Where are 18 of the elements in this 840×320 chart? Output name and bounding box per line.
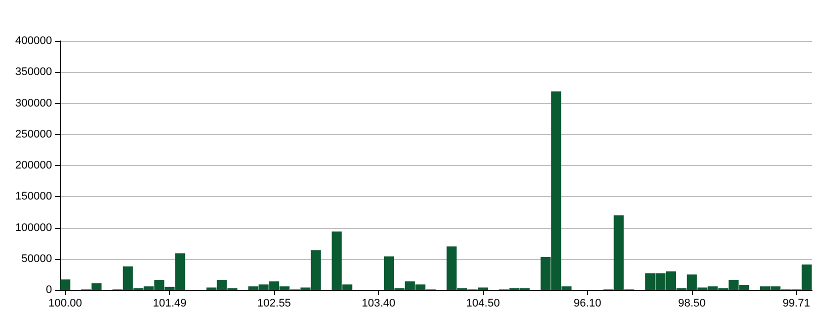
y-tick-label: 100000	[15, 222, 52, 234]
x-tick-label: 96.10	[574, 298, 602, 310]
x-tick-label: 104.50	[466, 298, 500, 310]
y-tick-label: 400000	[15, 35, 52, 47]
x-tick-label: 103.40	[362, 298, 396, 310]
y-tick-label: 250000	[15, 128, 52, 140]
y-tick-label: 50000	[21, 252, 52, 265]
y-tick-label: 200000	[15, 160, 52, 172]
y-tick-label: 350000	[15, 66, 52, 78]
x-tick-label: 101.49	[152, 298, 186, 310]
x-tick-label: 100.00	[48, 298, 82, 310]
y-tick-label: 0	[46, 284, 52, 296]
x-tick-label: 102.55	[257, 298, 291, 310]
bar	[60, 279, 70, 290]
x-tick-label: 98.50	[678, 298, 706, 310]
y-tick-label: 300000	[15, 97, 52, 110]
y-tick-label: 150000	[15, 190, 52, 203]
x-tick-label: 99.71	[782, 298, 810, 310]
